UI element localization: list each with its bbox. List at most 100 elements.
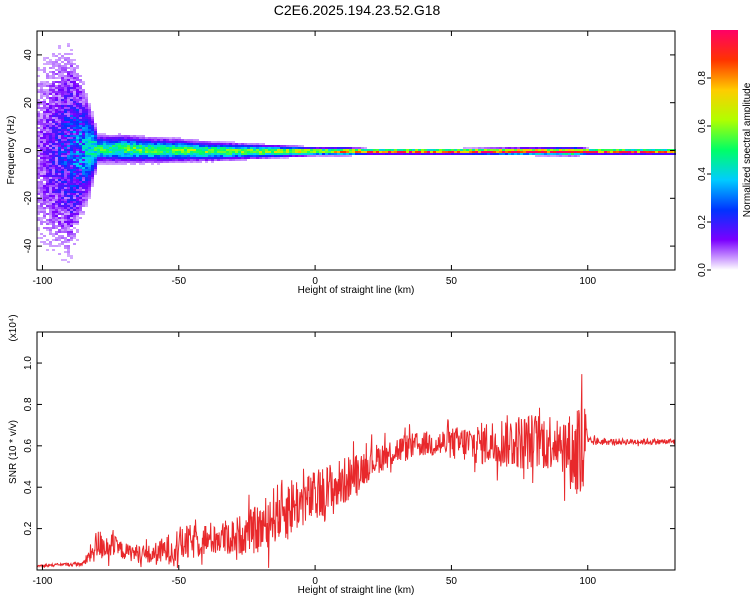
- spectrogram-cell: [49, 167, 52, 169]
- spectrogram-cell: [142, 141, 145, 143]
- spectrogram-cell: [40, 201, 43, 203]
- spectrogram-cell: [52, 55, 55, 57]
- spectrogram-cell: [529, 149, 532, 151]
- spectrogram-cell: [106, 139, 109, 141]
- spectrogram-cell: [157, 153, 160, 155]
- spectrogram-cell: [55, 119, 58, 121]
- spectrogram-cell: [220, 155, 223, 157]
- spectrogram-cell: [70, 59, 73, 61]
- spectrogram-cell: [208, 143, 211, 145]
- spectrogram-cell: [169, 139, 172, 141]
- spectrogram-cell: [496, 151, 499, 153]
- spectrogram-cell: [67, 193, 70, 195]
- spectrogram-cell: [73, 71, 76, 73]
- spectrogram-cell: [229, 151, 232, 153]
- spectrogram-cell: [214, 151, 217, 153]
- spectrogram-cell: [58, 161, 61, 163]
- spectrogram-cell: [262, 143, 265, 145]
- spectrogram-cell: [73, 161, 76, 163]
- spectrogram-cell: [271, 151, 274, 153]
- spectrogram-cell: [79, 153, 82, 155]
- spectrogram-cell: [424, 153, 427, 155]
- spectrogram-cell: [472, 147, 475, 149]
- spectrogram-cell: [55, 149, 58, 151]
- spectrogram-cell: [499, 149, 502, 151]
- spectrogram-cell: [205, 153, 208, 155]
- spectrogram-cell: [238, 147, 241, 149]
- spectrogram-cell: [268, 145, 271, 147]
- spectrogram-cell: [118, 153, 121, 155]
- spectrogram-cell: [76, 87, 79, 89]
- spectrogram-cell: [364, 151, 367, 153]
- spectrogram-cell: [76, 167, 79, 169]
- spectrogram-cell: [91, 133, 94, 135]
- spectrogram-cell: [154, 137, 157, 139]
- spectrogram-cell: [40, 119, 43, 121]
- spectrogram-cell: [70, 217, 73, 219]
- spectrogram-cell: [352, 149, 355, 151]
- spectrogram-cell: [214, 141, 217, 143]
- spectrogram-cell: [139, 139, 142, 141]
- spectrogram-cell: [40, 109, 43, 111]
- spectrogram-cell: [199, 157, 202, 159]
- spectrogram-cell: [64, 153, 67, 155]
- spectrogram-cell: [85, 165, 88, 167]
- spectrogram-cell: [196, 157, 199, 159]
- spectrogram-cell: [76, 111, 79, 113]
- spectrogram-cell: [37, 91, 40, 93]
- spectrogram-cell: [55, 191, 58, 193]
- spectrogram-cell: [82, 115, 85, 117]
- spectrogram-cell: [127, 135, 130, 137]
- spectrogram-cell: [322, 155, 325, 157]
- spectrogram-cell: [61, 153, 64, 155]
- spectrogram-cell: [97, 157, 100, 159]
- spectrogram-cell: [220, 157, 223, 159]
- spectrogram-cell: [193, 141, 196, 143]
- spectrogram-cell: [73, 209, 76, 211]
- spectrogram-cell: [130, 159, 133, 161]
- spectrogram-cell: [613, 149, 616, 151]
- spectrogram-cell: [535, 153, 538, 155]
- spectrogram-cell: [79, 161, 82, 163]
- spectrogram-cell: [241, 145, 244, 147]
- spectrogram-cell: [106, 157, 109, 159]
- spectrogram-cell: [49, 227, 52, 229]
- spectrogram-cell: [46, 139, 49, 141]
- spectrogram-cell: [55, 87, 58, 89]
- spectrogram-cell: [451, 153, 454, 155]
- spectrogram-cell: [103, 157, 106, 159]
- spectrogram-cell: [337, 153, 340, 155]
- spectrogram-cell: [52, 87, 55, 89]
- spectrogram-cell: [670, 153, 673, 155]
- spectrogram-cell: [85, 129, 88, 131]
- spectrogram-cell: [370, 153, 373, 155]
- spectrogram-cell: [91, 135, 94, 137]
- spectrogram-cell: [52, 215, 55, 217]
- spectrogram-cell: [73, 165, 76, 167]
- spectrogram-cell: [334, 153, 337, 155]
- spectrogram-cell: [325, 151, 328, 153]
- spectrogram-cell: [79, 181, 82, 183]
- spectrogram-cell: [271, 147, 274, 149]
- spectrogram-cell: [463, 153, 466, 155]
- spectrogram-cell: [49, 125, 52, 127]
- spectrogram-cell: [193, 161, 196, 163]
- spectrogram-cell: [64, 117, 67, 119]
- spectrogram-cell: [145, 161, 148, 163]
- spectrogram-cell: [148, 147, 151, 149]
- spectrogram-cell: [112, 155, 115, 157]
- spectrogram-cell: [127, 151, 130, 153]
- spectrogram-cell: [82, 159, 85, 161]
- spectrogram-cell: [154, 145, 157, 147]
- spectrogram-cell: [514, 149, 517, 151]
- spectrogram-cell: [46, 125, 49, 127]
- spectrogram-cell: [139, 157, 142, 159]
- colorbar-tick-label: 0.2: [697, 215, 708, 229]
- spectrogram-cell: [88, 179, 91, 181]
- spectrogram-cell: [88, 131, 91, 133]
- spectrogram-cell: [82, 141, 85, 143]
- spectrogram-cell: [61, 235, 64, 237]
- spectrogram-cell: [76, 159, 79, 161]
- spectrogram-cell: [433, 151, 436, 153]
- spectrogram-cell: [502, 151, 505, 153]
